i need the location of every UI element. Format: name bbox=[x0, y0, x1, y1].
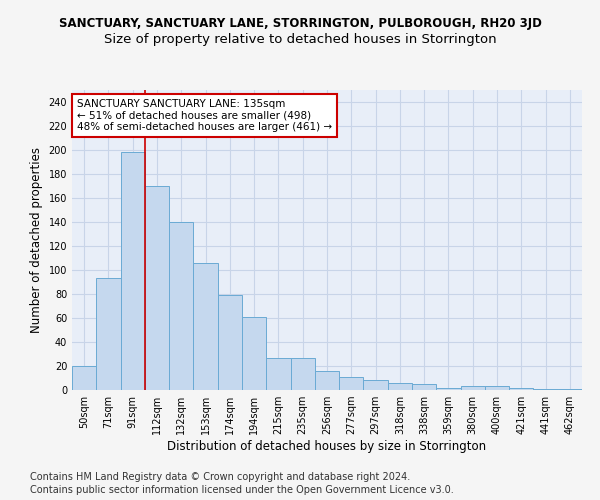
Text: Contains HM Land Registry data © Crown copyright and database right 2024.: Contains HM Land Registry data © Crown c… bbox=[30, 472, 410, 482]
Bar bbox=[72, 366, 96, 390]
Bar bbox=[266, 358, 290, 390]
Bar bbox=[388, 383, 412, 390]
Text: SANCTUARY SANCTUARY LANE: 135sqm
← 51% of detached houses are smaller (498)
48% : SANCTUARY SANCTUARY LANE: 135sqm ← 51% o… bbox=[77, 99, 332, 132]
Bar bbox=[315, 371, 339, 390]
Bar bbox=[96, 278, 121, 390]
Bar bbox=[485, 386, 509, 390]
X-axis label: Distribution of detached houses by size in Storrington: Distribution of detached houses by size … bbox=[167, 440, 487, 453]
Bar bbox=[193, 263, 218, 390]
Bar bbox=[412, 384, 436, 390]
Text: SANCTUARY, SANCTUARY LANE, STORRINGTON, PULBOROUGH, RH20 3JD: SANCTUARY, SANCTUARY LANE, STORRINGTON, … bbox=[59, 18, 541, 30]
Bar bbox=[242, 317, 266, 390]
Bar bbox=[436, 388, 461, 390]
Bar bbox=[290, 358, 315, 390]
Bar bbox=[533, 389, 558, 390]
Bar bbox=[461, 386, 485, 390]
Bar bbox=[121, 152, 145, 390]
Bar bbox=[169, 222, 193, 390]
Bar bbox=[558, 389, 582, 390]
Bar bbox=[364, 380, 388, 390]
Bar bbox=[509, 388, 533, 390]
Y-axis label: Number of detached properties: Number of detached properties bbox=[30, 147, 43, 333]
Text: Size of property relative to detached houses in Storrington: Size of property relative to detached ho… bbox=[104, 32, 496, 46]
Text: Contains public sector information licensed under the Open Government Licence v3: Contains public sector information licen… bbox=[30, 485, 454, 495]
Bar bbox=[145, 186, 169, 390]
Bar bbox=[218, 295, 242, 390]
Bar bbox=[339, 377, 364, 390]
